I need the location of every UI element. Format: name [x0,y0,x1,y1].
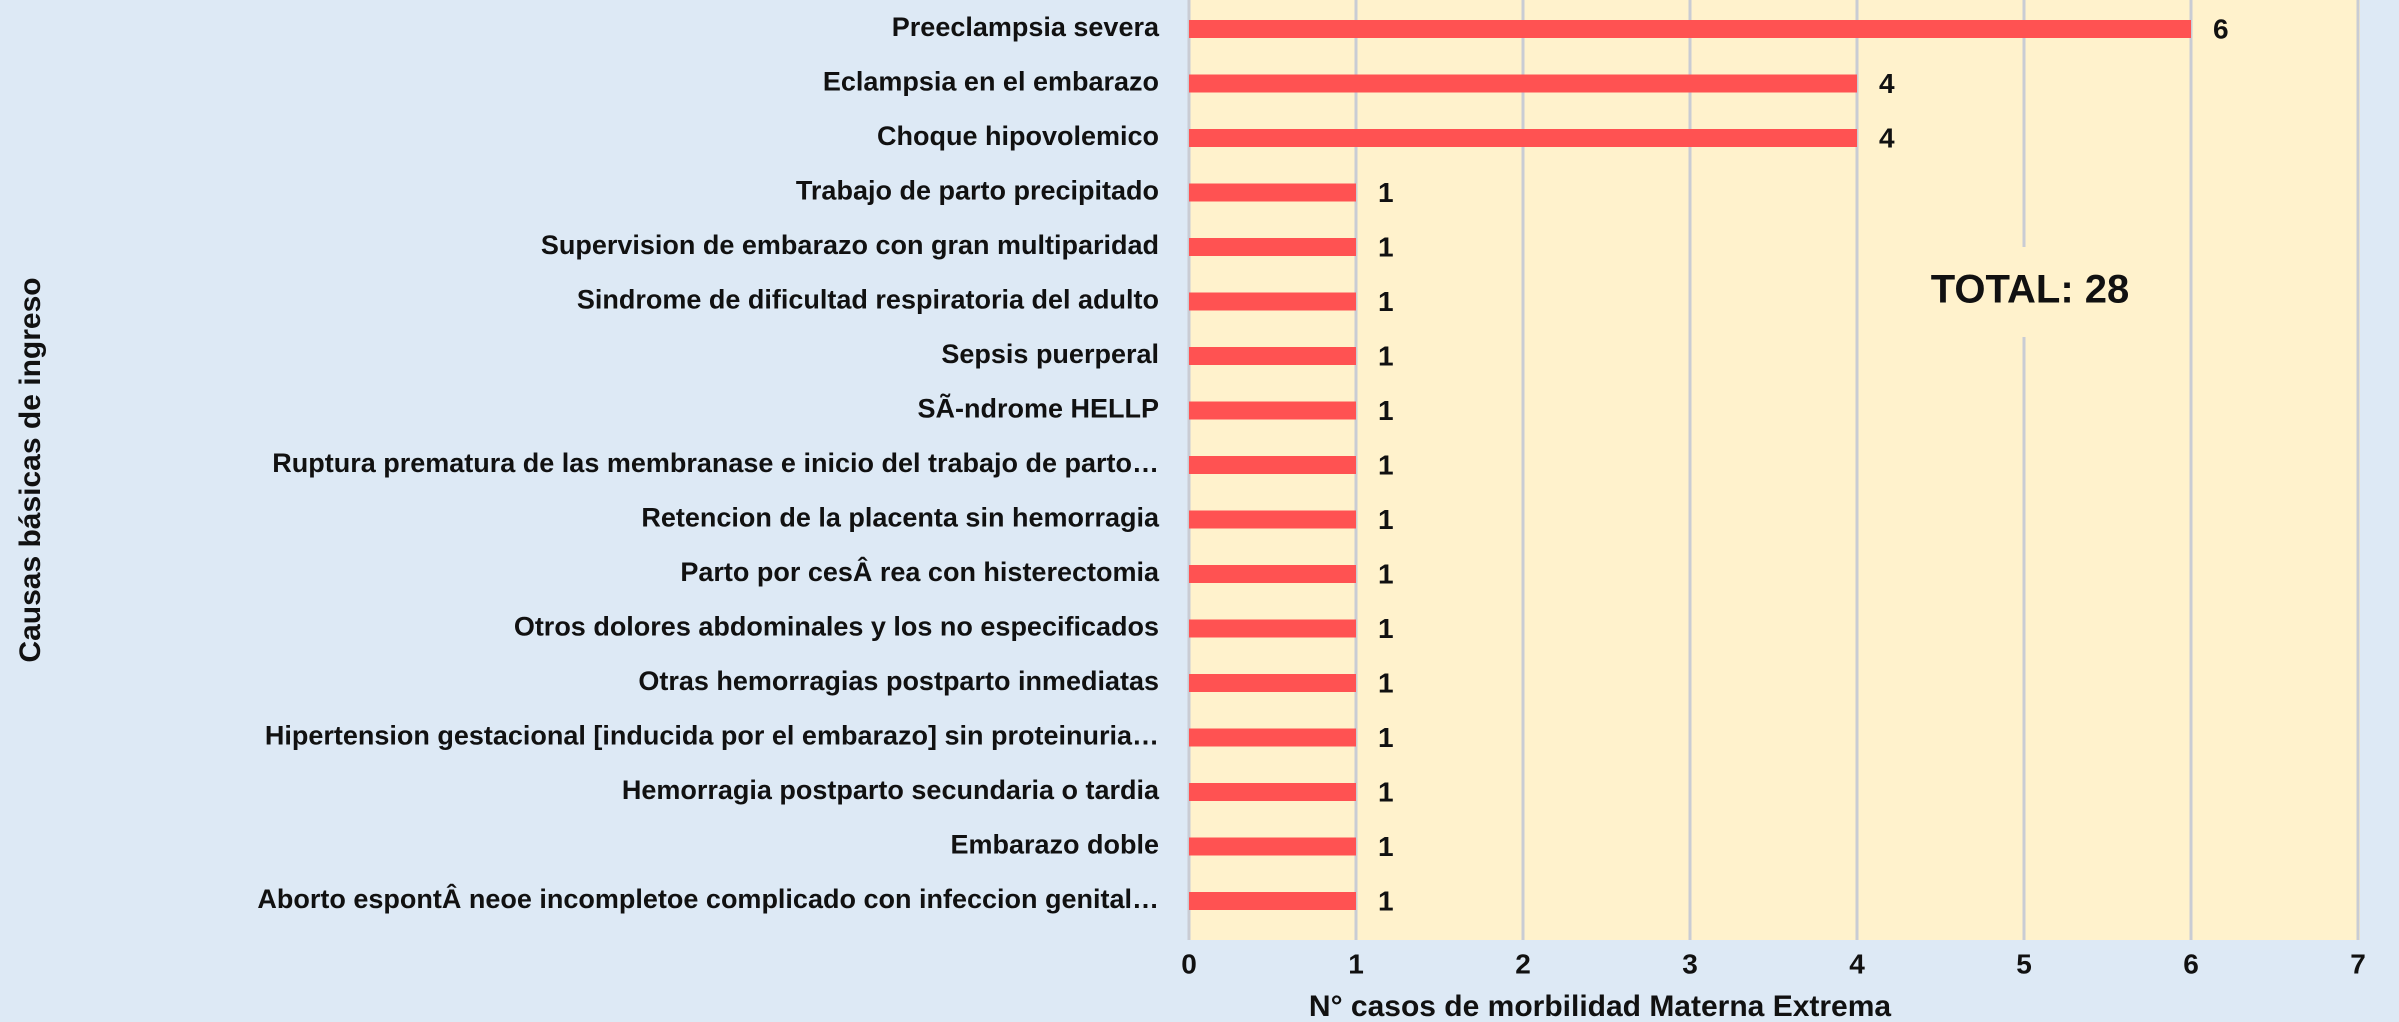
y-tick-label: Trabajo de parto precipitado [796,176,1159,206]
bar [1189,292,1356,311]
y-tick-label: Sindrome de dificultad respiratoria del … [577,285,1159,315]
y-tick-label: Retencion de la placenta sin hemorragia [641,503,1160,533]
bar [1189,837,1356,856]
y-tick-label: Hemorragia postparto secundaria o tardia [622,775,1160,805]
y-axis-label: Causas básicas de ingreso [14,277,47,662]
value-label: 1 [1378,177,1394,208]
y-tick-label: Sepsis puerperal [941,339,1159,369]
bar [1189,129,1857,147]
bar [1189,619,1356,638]
bar [1189,20,2191,38]
x-tick-label: 7 [2350,948,2366,979]
y-tick-label: Hipertension gestacional [inducida por e… [265,721,1159,751]
y-tick-label: Aborto espontÂ neoe incompletoe complica… [257,883,1159,914]
bar [1189,510,1356,529]
bar [1189,401,1356,420]
bar [1189,783,1356,801]
y-tick-label: Preeclampsia severa [892,12,1160,42]
bar [1189,347,1356,365]
value-label: 1 [1378,722,1394,753]
value-label: 1 [1378,231,1394,262]
value-label: 4 [1879,68,1895,99]
x-tick-label: 1 [1348,948,1364,979]
y-tick-label: Otras hemorragias postparto inmediatas [638,666,1159,696]
value-label: 1 [1378,613,1394,644]
value-label: 1 [1378,667,1394,698]
y-tick-label: Otros dolores abdominales y los no espec… [514,612,1159,642]
value-label: 1 [1378,395,1394,426]
y-tick-label: Eclampsia en el embarazo [823,67,1159,97]
bar [1189,238,1356,256]
y-tick-label: Choque hipovolemico [877,121,1159,151]
value-label: 1 [1378,449,1394,480]
bar [1189,565,1356,583]
bar [1189,456,1356,474]
value-label: 1 [1378,504,1394,535]
bar [1189,728,1356,747]
x-axis-label: N° casos de morbilidad Materna Extrema [1309,990,1892,1022]
plot-area [1189,0,2360,940]
value-label: 1 [1378,885,1394,916]
x-tick-label: 3 [1682,948,1698,979]
x-tick-label: 5 [2016,948,2032,979]
value-label: 1 [1378,340,1394,371]
value-label: 6 [2213,13,2229,44]
bar [1189,183,1356,202]
y-tick-label: SÃ-ndrome HELLP [917,393,1159,424]
annotation-box [1895,247,2165,337]
y-tick-label: Supervision de embarazo con gran multipa… [541,230,1159,260]
x-tick-label: 0 [1181,948,1197,979]
bar [1189,674,1356,692]
annotation: TOTAL: 28 [1931,268,2130,312]
y-tick-label: Embarazo doble [950,830,1159,860]
value-label: 1 [1378,558,1394,589]
y-tick-label: Ruptura prematura de las membranase e in… [272,448,1159,478]
y-tick-label: Parto por cesÂ rea con histerectomia [680,556,1160,587]
bar [1189,74,1857,93]
bar [1189,892,1356,910]
value-label: 1 [1378,831,1394,862]
x-tick-label: 2 [1515,948,1531,979]
value-label: 1 [1378,286,1394,317]
value-label: 4 [1879,122,1895,153]
value-label: 1 [1378,776,1394,807]
x-tick-label: 6 [2183,948,2199,979]
x-tick-label: 4 [1849,948,1865,979]
